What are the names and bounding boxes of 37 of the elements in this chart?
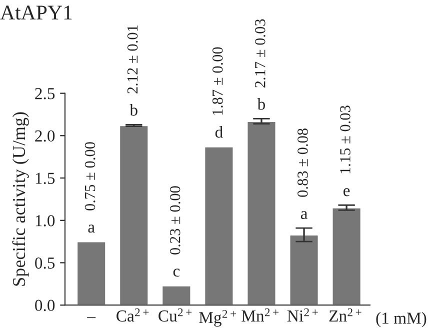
annotation: e bbox=[344, 188, 350, 196]
bar bbox=[204, 146, 234, 306]
y-axis-title: Specific activity (U/mg) bbox=[12, 112, 29, 286]
data-label: 1.15 ± 0.03 bbox=[340, 106, 350, 174]
bar bbox=[331, 206, 362, 306]
chart-title: AtAPY1 bbox=[0, 6, 72, 20]
annotation: c bbox=[173, 268, 180, 277]
x-tick-label: Zn$^{2+}$ bbox=[329, 308, 362, 322]
bar bbox=[246, 120, 277, 306]
data-label: 0.75 ± 0.00 bbox=[84, 142, 96, 210]
y-tick-label: 1.0 bbox=[36, 215, 55, 226]
annotation: a bbox=[88, 224, 95, 233]
y-tick-label: 2.0 bbox=[35, 130, 55, 142]
annotation: b bbox=[130, 104, 138, 116]
x-axis-title: (1 mM) bbox=[376, 312, 426, 328]
data-label: 2.12 ± 0.01 bbox=[127, 26, 138, 94]
bar bbox=[118, 124, 150, 306]
x-tick-label: Ca$^{2+}$ bbox=[116, 308, 149, 322]
bar bbox=[161, 284, 192, 306]
annotation: d bbox=[215, 126, 223, 138]
annotation: b bbox=[257, 98, 266, 110]
bar bbox=[288, 234, 320, 306]
y-tick-label: 0.5 bbox=[35, 257, 55, 269]
data-label: 2.17 ± 0.03 bbox=[255, 19, 266, 88]
x-tick-label: – bbox=[87, 317, 96, 318]
y-tick-label: 0.0 bbox=[35, 300, 55, 312]
y-tick-label: 2.5 bbox=[35, 88, 55, 100]
bar bbox=[76, 240, 107, 306]
x-tick-label: Mg$^{2+}$ bbox=[199, 310, 236, 327]
x-tick-label: Ni$^{2+}$ bbox=[287, 308, 318, 322]
data-label: 0.23 ± 0.00 bbox=[170, 186, 180, 254]
annotation: a bbox=[300, 211, 308, 220]
y-tick-label: 1.5 bbox=[36, 172, 55, 184]
data-label: 1.87 ± 0.00 bbox=[212, 47, 223, 115]
x-tick-label: Mn$^{2+}$ bbox=[242, 308, 279, 322]
data-label: 0.83 ± 0.08 bbox=[298, 128, 308, 197]
x-tick-label: Cu$^{2+}$ bbox=[158, 308, 192, 322]
